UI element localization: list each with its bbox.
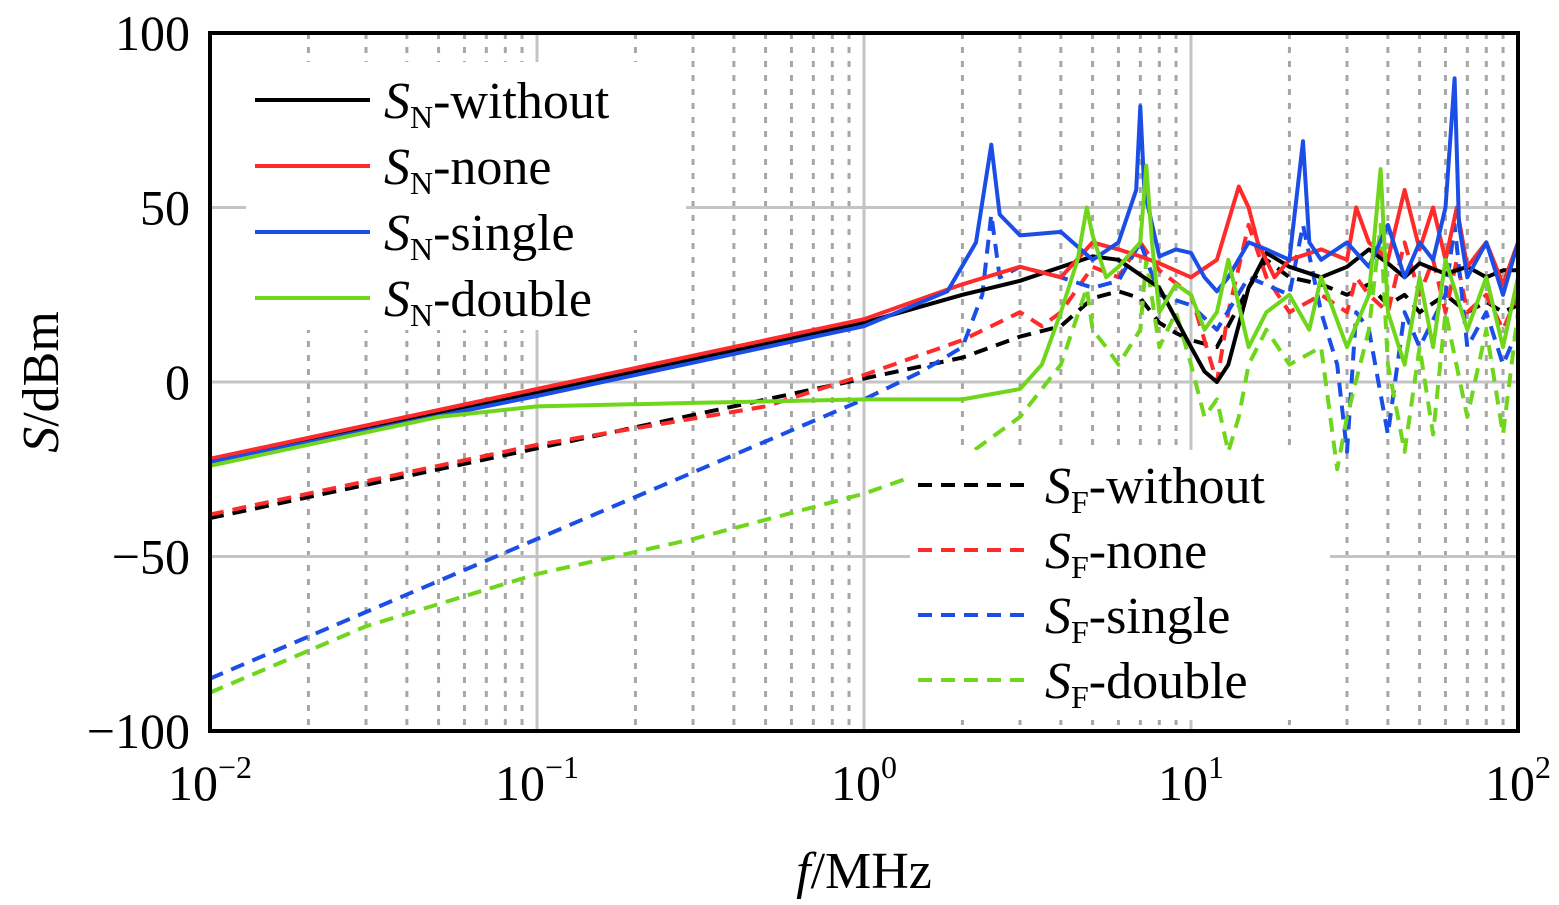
legend-box-bottom-right [910,450,1330,720]
y-tick-label: −100 [87,703,190,759]
x-tick-label: 101 [1158,749,1224,811]
x-tick-label: 102 [1485,749,1551,811]
series-line-SN-single [210,76,1518,465]
y-tick-label: 100 [115,5,190,61]
y-tick-label: −50 [112,529,190,585]
legend-label: SN-double [384,271,592,333]
series-line-SF-without [210,257,1518,521]
legend-label: SF-single [1045,588,1230,650]
y-tick-label: 0 [165,354,190,410]
x-tick-label: 100 [831,749,897,811]
legend-label: SF-double [1045,653,1248,715]
plot-frame [208,31,1520,733]
x-tick-label: 10−2 [168,749,252,811]
series-line-SN-without [210,247,1518,465]
series-line-SN-double [210,163,1518,468]
legend-label: SN-none [384,139,552,201]
axes: 10−2 10−1 100 101 102 −100 −50 0 50 100 f/MHz S/dBm [13,5,1551,900]
y-axis-title: S/dBm [13,311,70,453]
x-tick-label: 10−1 [495,749,579,811]
plot-series [210,76,1518,695]
x-axis-title: f/MHz [796,843,932,900]
legend-box-top-left [246,62,686,330]
legend-label: SN-without [384,73,610,135]
legend-label: SF-without [1045,458,1266,520]
legend-label: SN-single [384,205,575,267]
series-line-SF-none [210,222,1518,517]
y-tick-label: 50 [140,180,190,236]
legend-label: SF-none [1045,523,1207,585]
